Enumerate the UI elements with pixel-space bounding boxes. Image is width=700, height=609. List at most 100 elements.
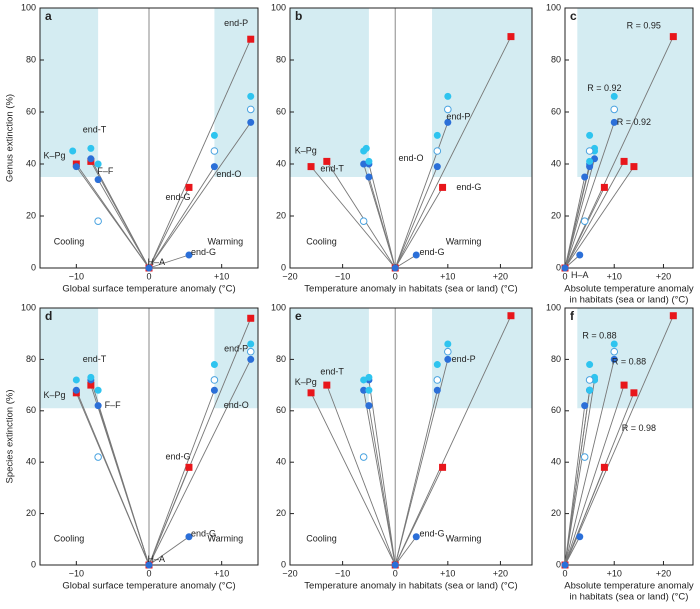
x-tick-label: +10 — [440, 568, 455, 578]
link-line — [326, 161, 396, 269]
annotation: end-G — [166, 451, 191, 461]
point — [444, 347, 452, 356]
y-tick-label: 40 — [551, 158, 561, 168]
link-line — [564, 36, 674, 269]
annotation: end-P — [224, 343, 248, 353]
y-tick-label: 60 — [276, 106, 286, 116]
y-tick-label: 40 — [26, 457, 36, 467]
link-line — [310, 166, 396, 269]
link-line — [394, 36, 512, 269]
annotation: K–Pg — [295, 377, 317, 387]
annotation: end-P — [224, 18, 248, 28]
point — [69, 147, 77, 155]
x-tick-label: +10 — [214, 568, 229, 578]
point — [585, 147, 594, 155]
point — [600, 183, 608, 191]
y-axis-label: Genus extinction (%) — [5, 94, 16, 182]
link-line — [394, 359, 449, 566]
point — [580, 217, 589, 225]
link-line — [148, 39, 252, 269]
panel-letter: d — [45, 309, 52, 323]
point — [307, 163, 315, 171]
point — [185, 183, 193, 191]
point — [433, 131, 441, 139]
point — [247, 355, 255, 363]
link-line — [564, 379, 595, 566]
y-tick-label: 20 — [276, 508, 286, 518]
point — [580, 453, 589, 461]
link-line — [394, 166, 438, 269]
point — [210, 361, 218, 369]
shaded-region — [40, 308, 99, 409]
y-tick-label: 0 — [281, 559, 286, 569]
y-tick-label: 100 — [271, 302, 286, 312]
annotation: Warming — [446, 534, 482, 544]
link-line — [75, 390, 150, 566]
point — [365, 402, 373, 410]
y-tick-label: 100 — [546, 2, 561, 12]
y-tick-label: 20 — [276, 210, 286, 220]
link-line — [564, 390, 591, 566]
x-tick-label: +10 — [607, 271, 622, 281]
point — [247, 118, 255, 126]
annotation: Warming — [207, 534, 243, 544]
annotation: end-G — [456, 182, 481, 192]
annotation: end-T — [83, 125, 107, 135]
point — [586, 131, 594, 139]
point — [433, 386, 441, 394]
point — [87, 144, 95, 152]
link-line — [564, 166, 635, 269]
link-line — [394, 254, 417, 269]
y-tick-label: 20 — [26, 508, 36, 518]
point — [365, 157, 373, 165]
panel: 0 20 40 60 80 100 −20 −10 0 +10 +20 end-TK–Pg end-P e… — [271, 302, 533, 592]
point — [210, 386, 218, 394]
point — [210, 163, 218, 171]
x-axis-label: in habitats (sea or land) (°C) — [570, 592, 689, 603]
link-line — [326, 384, 396, 566]
link-line — [148, 359, 252, 566]
y-tick-label: 60 — [551, 405, 561, 415]
x-tick-label: +10 — [214, 271, 229, 281]
point — [412, 533, 420, 541]
annotation: Cooling — [54, 534, 85, 544]
annotation: R = 0.95 — [627, 21, 661, 31]
point — [185, 463, 193, 471]
point — [444, 92, 452, 100]
annotation: end-G — [191, 247, 216, 257]
point — [433, 163, 441, 171]
x-tick-label: +20 — [493, 271, 508, 281]
point — [94, 217, 102, 225]
annotation: R = 0.92 — [587, 83, 621, 93]
link-line — [564, 176, 586, 269]
point — [185, 533, 193, 541]
point — [610, 340, 618, 348]
x-tick-label: −10 — [69, 271, 84, 281]
annotation: Warming — [207, 236, 243, 246]
point — [444, 355, 452, 363]
x-tick-label: −20 — [282, 568, 297, 578]
annotation: R = 0.92 — [617, 117, 651, 127]
x-tick-label: −20 — [282, 271, 297, 281]
y-tick-label: 0 — [556, 559, 561, 569]
link-line — [394, 187, 443, 269]
link-line — [148, 318, 252, 566]
point — [610, 355, 618, 363]
annotation: end-G — [420, 247, 445, 257]
link-line — [75, 166, 150, 269]
annotation: K–Pg — [295, 145, 317, 155]
x-axis-label: Global surface temperature anomaly (°C) — [62, 581, 235, 592]
y-tick-label: 40 — [276, 457, 286, 467]
point — [561, 561, 569, 569]
y-axis-label: Species extinction (%) — [5, 390, 16, 484]
annotation: end-T — [83, 354, 107, 364]
point — [145, 264, 153, 272]
y-tick-label: 20 — [26, 210, 36, 220]
panel-letter: f — [570, 309, 575, 323]
x-tick-label: +20 — [493, 568, 508, 578]
point — [94, 453, 102, 461]
x-tick-label: +20 — [656, 271, 671, 281]
point — [247, 340, 255, 348]
link-line — [564, 315, 674, 566]
